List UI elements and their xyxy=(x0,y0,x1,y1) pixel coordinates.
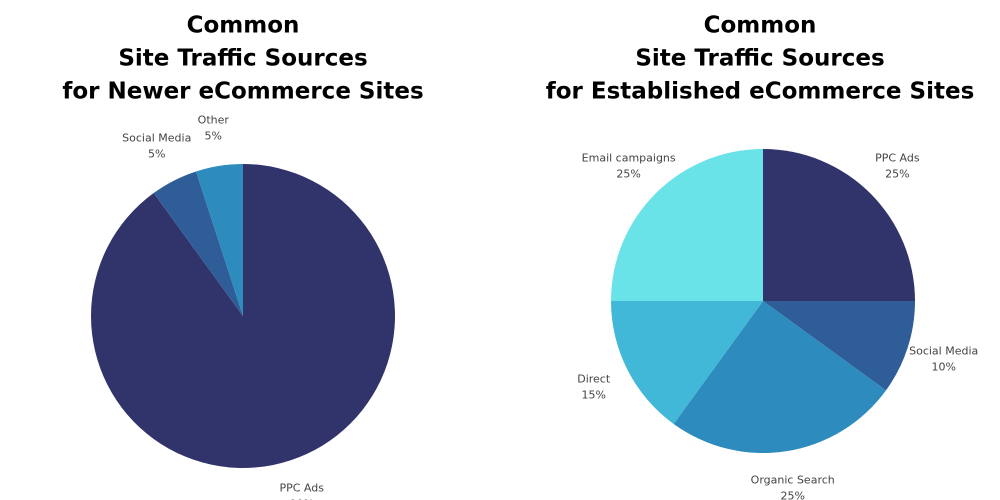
slice-value: 90% xyxy=(289,498,313,500)
slice-label: Social Media xyxy=(909,345,978,358)
chart-title: Common xyxy=(704,13,817,39)
slice-value: 5% xyxy=(148,148,165,161)
slice-label: Organic Search xyxy=(751,474,835,487)
slice-value: 25% xyxy=(885,168,909,181)
chart-title: Common xyxy=(187,13,300,39)
pie-slice xyxy=(763,301,915,391)
pie-slice xyxy=(90,164,395,469)
chart-title: Site Traffic Sources xyxy=(118,46,367,72)
slice-label: Other xyxy=(198,113,230,126)
slice-label: Direct xyxy=(577,372,611,385)
pie-slice xyxy=(673,301,886,453)
pie-slice xyxy=(196,164,243,316)
slice-value: 25% xyxy=(780,490,804,500)
slice-label: Social Media xyxy=(122,132,191,145)
slice-label: PPC Ads xyxy=(279,482,324,495)
chart-title: Site Traffic Sources xyxy=(635,46,884,72)
chart-title: for Established eCommerce Sites xyxy=(546,79,975,105)
pie-slice xyxy=(763,149,915,301)
chart-title: for Newer eCommerce Sites xyxy=(62,79,423,105)
pie-slice xyxy=(611,149,763,301)
slice-value: 10% xyxy=(931,361,955,374)
slice-value: 15% xyxy=(581,388,605,401)
pie-slice xyxy=(611,301,763,424)
slice-label: Email campaigns xyxy=(582,152,676,165)
slice-value: 25% xyxy=(616,168,640,181)
slice-label: PPC Ads xyxy=(875,152,920,165)
pie-slice xyxy=(153,171,243,316)
slice-value: 5% xyxy=(205,129,222,142)
